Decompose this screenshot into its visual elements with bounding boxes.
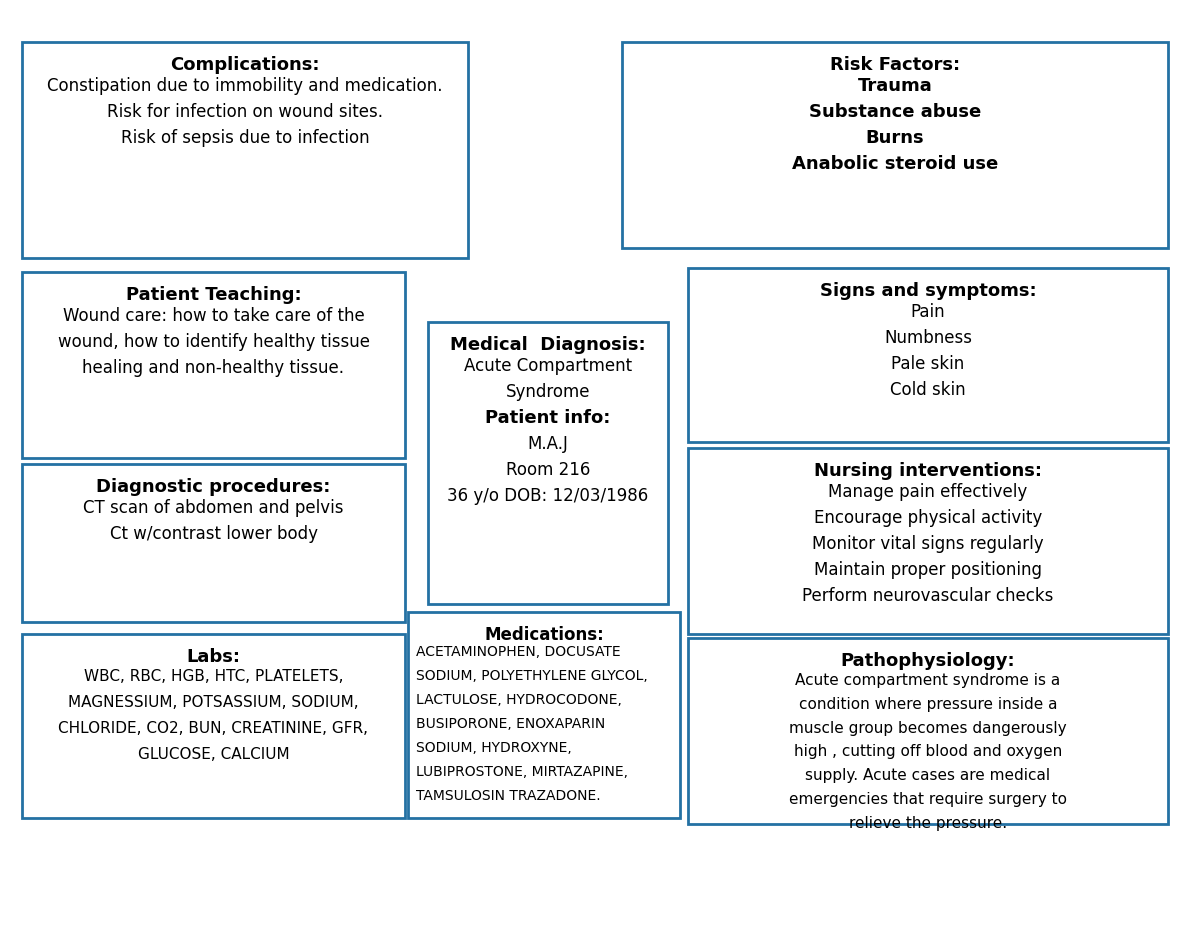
Text: Risk of sepsis due to infection: Risk of sepsis due to infection <box>121 129 370 146</box>
Text: Diagnostic procedures:: Diagnostic procedures: <box>96 478 331 496</box>
Text: Patient Teaching:: Patient Teaching: <box>126 286 301 304</box>
Text: Nursing interventions:: Nursing interventions: <box>814 462 1042 480</box>
Text: ACETAMINOPHEN, DOCUSATE: ACETAMINOPHEN, DOCUSATE <box>416 645 620 659</box>
Text: Syndrome: Syndrome <box>505 383 590 400</box>
Bar <box>428 322 668 604</box>
Text: MAGNESSIUM, POTSASSIUM, SODIUM,: MAGNESSIUM, POTSASSIUM, SODIUM, <box>68 695 359 710</box>
Text: high , cutting off blood and oxygen: high , cutting off blood and oxygen <box>794 744 1062 759</box>
Text: wound, how to identify healthy tissue: wound, how to identify healthy tissue <box>58 333 370 350</box>
Text: Medical  Diagnosis:: Medical Diagnosis: <box>450 336 646 354</box>
Text: Manage pain effectively: Manage pain effectively <box>828 483 1027 501</box>
Text: CHLORIDE, CO2, BUN, CREATININE, GFR,: CHLORIDE, CO2, BUN, CREATININE, GFR, <box>59 721 368 736</box>
Text: Perform neurovascular checks: Perform neurovascular checks <box>803 587 1054 604</box>
Text: Pain: Pain <box>911 303 946 321</box>
Text: Patient info:: Patient info: <box>485 409 611 426</box>
Text: Wound care: how to take care of the: Wound care: how to take care of the <box>62 307 365 324</box>
Bar <box>688 448 1168 634</box>
Text: SODIUM, HYDROXYNE,: SODIUM, HYDROXYNE, <box>416 742 571 756</box>
Text: Pathophysiology:: Pathophysiology: <box>841 652 1015 670</box>
Bar <box>408 612 680 818</box>
Text: muscle group becomes dangerously: muscle group becomes dangerously <box>790 720 1067 735</box>
Text: Encourage physical activity: Encourage physical activity <box>814 509 1042 527</box>
Text: GLUCOSE, CALCIUM: GLUCOSE, CALCIUM <box>138 747 289 762</box>
Text: supply. Acute cases are medical: supply. Acute cases are medical <box>805 768 1050 783</box>
Text: Acute Compartment: Acute Compartment <box>464 357 632 375</box>
Text: Numbness: Numbness <box>884 329 972 347</box>
Text: Ct w/contrast lower body: Ct w/contrast lower body <box>109 525 318 543</box>
Text: Risk for infection on wound sites.: Risk for infection on wound sites. <box>107 103 383 121</box>
Bar <box>22 42 468 258</box>
Text: Risk Factors:: Risk Factors: <box>830 56 960 74</box>
Text: condition where pressure inside a: condition where pressure inside a <box>799 697 1057 712</box>
Text: Constipation due to immobility and medication.: Constipation due to immobility and medic… <box>47 77 443 95</box>
Text: Monitor vital signs regularly: Monitor vital signs regularly <box>812 535 1044 552</box>
Text: Acute compartment syndrome is a: Acute compartment syndrome is a <box>796 673 1061 688</box>
Text: healing and non-healthy tissue.: healing and non-healthy tissue. <box>83 359 344 376</box>
Bar <box>22 464 406 622</box>
Text: WBC, RBC, HGB, HTC, PLATELETS,: WBC, RBC, HGB, HTC, PLATELETS, <box>84 668 343 684</box>
Text: Medications:: Medications: <box>484 626 604 644</box>
Bar <box>688 638 1168 824</box>
Text: Anabolic steroid use: Anabolic steroid use <box>792 155 998 172</box>
Text: LUBIPROSTONE, MIRTAZAPINE,: LUBIPROSTONE, MIRTAZAPINE, <box>416 765 628 780</box>
Text: Substance abuse: Substance abuse <box>809 103 982 121</box>
Text: relieve the pressure.: relieve the pressure. <box>848 816 1007 831</box>
Bar <box>22 272 406 458</box>
Text: Burns: Burns <box>865 129 924 146</box>
Bar <box>622 42 1168 248</box>
Text: LACTULOSE, HYDROCODONE,: LACTULOSE, HYDROCODONE, <box>416 693 622 707</box>
Text: Signs and symptoms:: Signs and symptoms: <box>820 282 1037 300</box>
Text: emergencies that require surgery to: emergencies that require surgery to <box>790 793 1067 807</box>
Text: Cold skin: Cold skin <box>890 381 966 399</box>
Text: BUSIPORONE, ENOXAPARIN: BUSIPORONE, ENOXAPARIN <box>416 717 605 731</box>
Text: M.A.J: M.A.J <box>528 435 569 452</box>
Text: Maintain proper positioning: Maintain proper positioning <box>814 561 1042 578</box>
Text: Trauma: Trauma <box>858 77 932 95</box>
Text: SODIUM, POLYETHYLENE GLYCOL,: SODIUM, POLYETHYLENE GLYCOL, <box>416 669 648 683</box>
Bar <box>22 634 406 818</box>
Text: TAMSULOSIN TRAZADONE.: TAMSULOSIN TRAZADONE. <box>416 789 601 803</box>
Text: Labs:: Labs: <box>186 648 240 666</box>
Text: Pale skin: Pale skin <box>892 355 965 373</box>
Text: Room 216: Room 216 <box>506 461 590 479</box>
Text: 36 y/o DOB: 12/03/1986: 36 y/o DOB: 12/03/1986 <box>448 487 649 505</box>
Text: Complications:: Complications: <box>170 56 319 74</box>
Bar <box>688 268 1168 442</box>
Text: CT scan of abdomen and pelvis: CT scan of abdomen and pelvis <box>83 499 343 516</box>
